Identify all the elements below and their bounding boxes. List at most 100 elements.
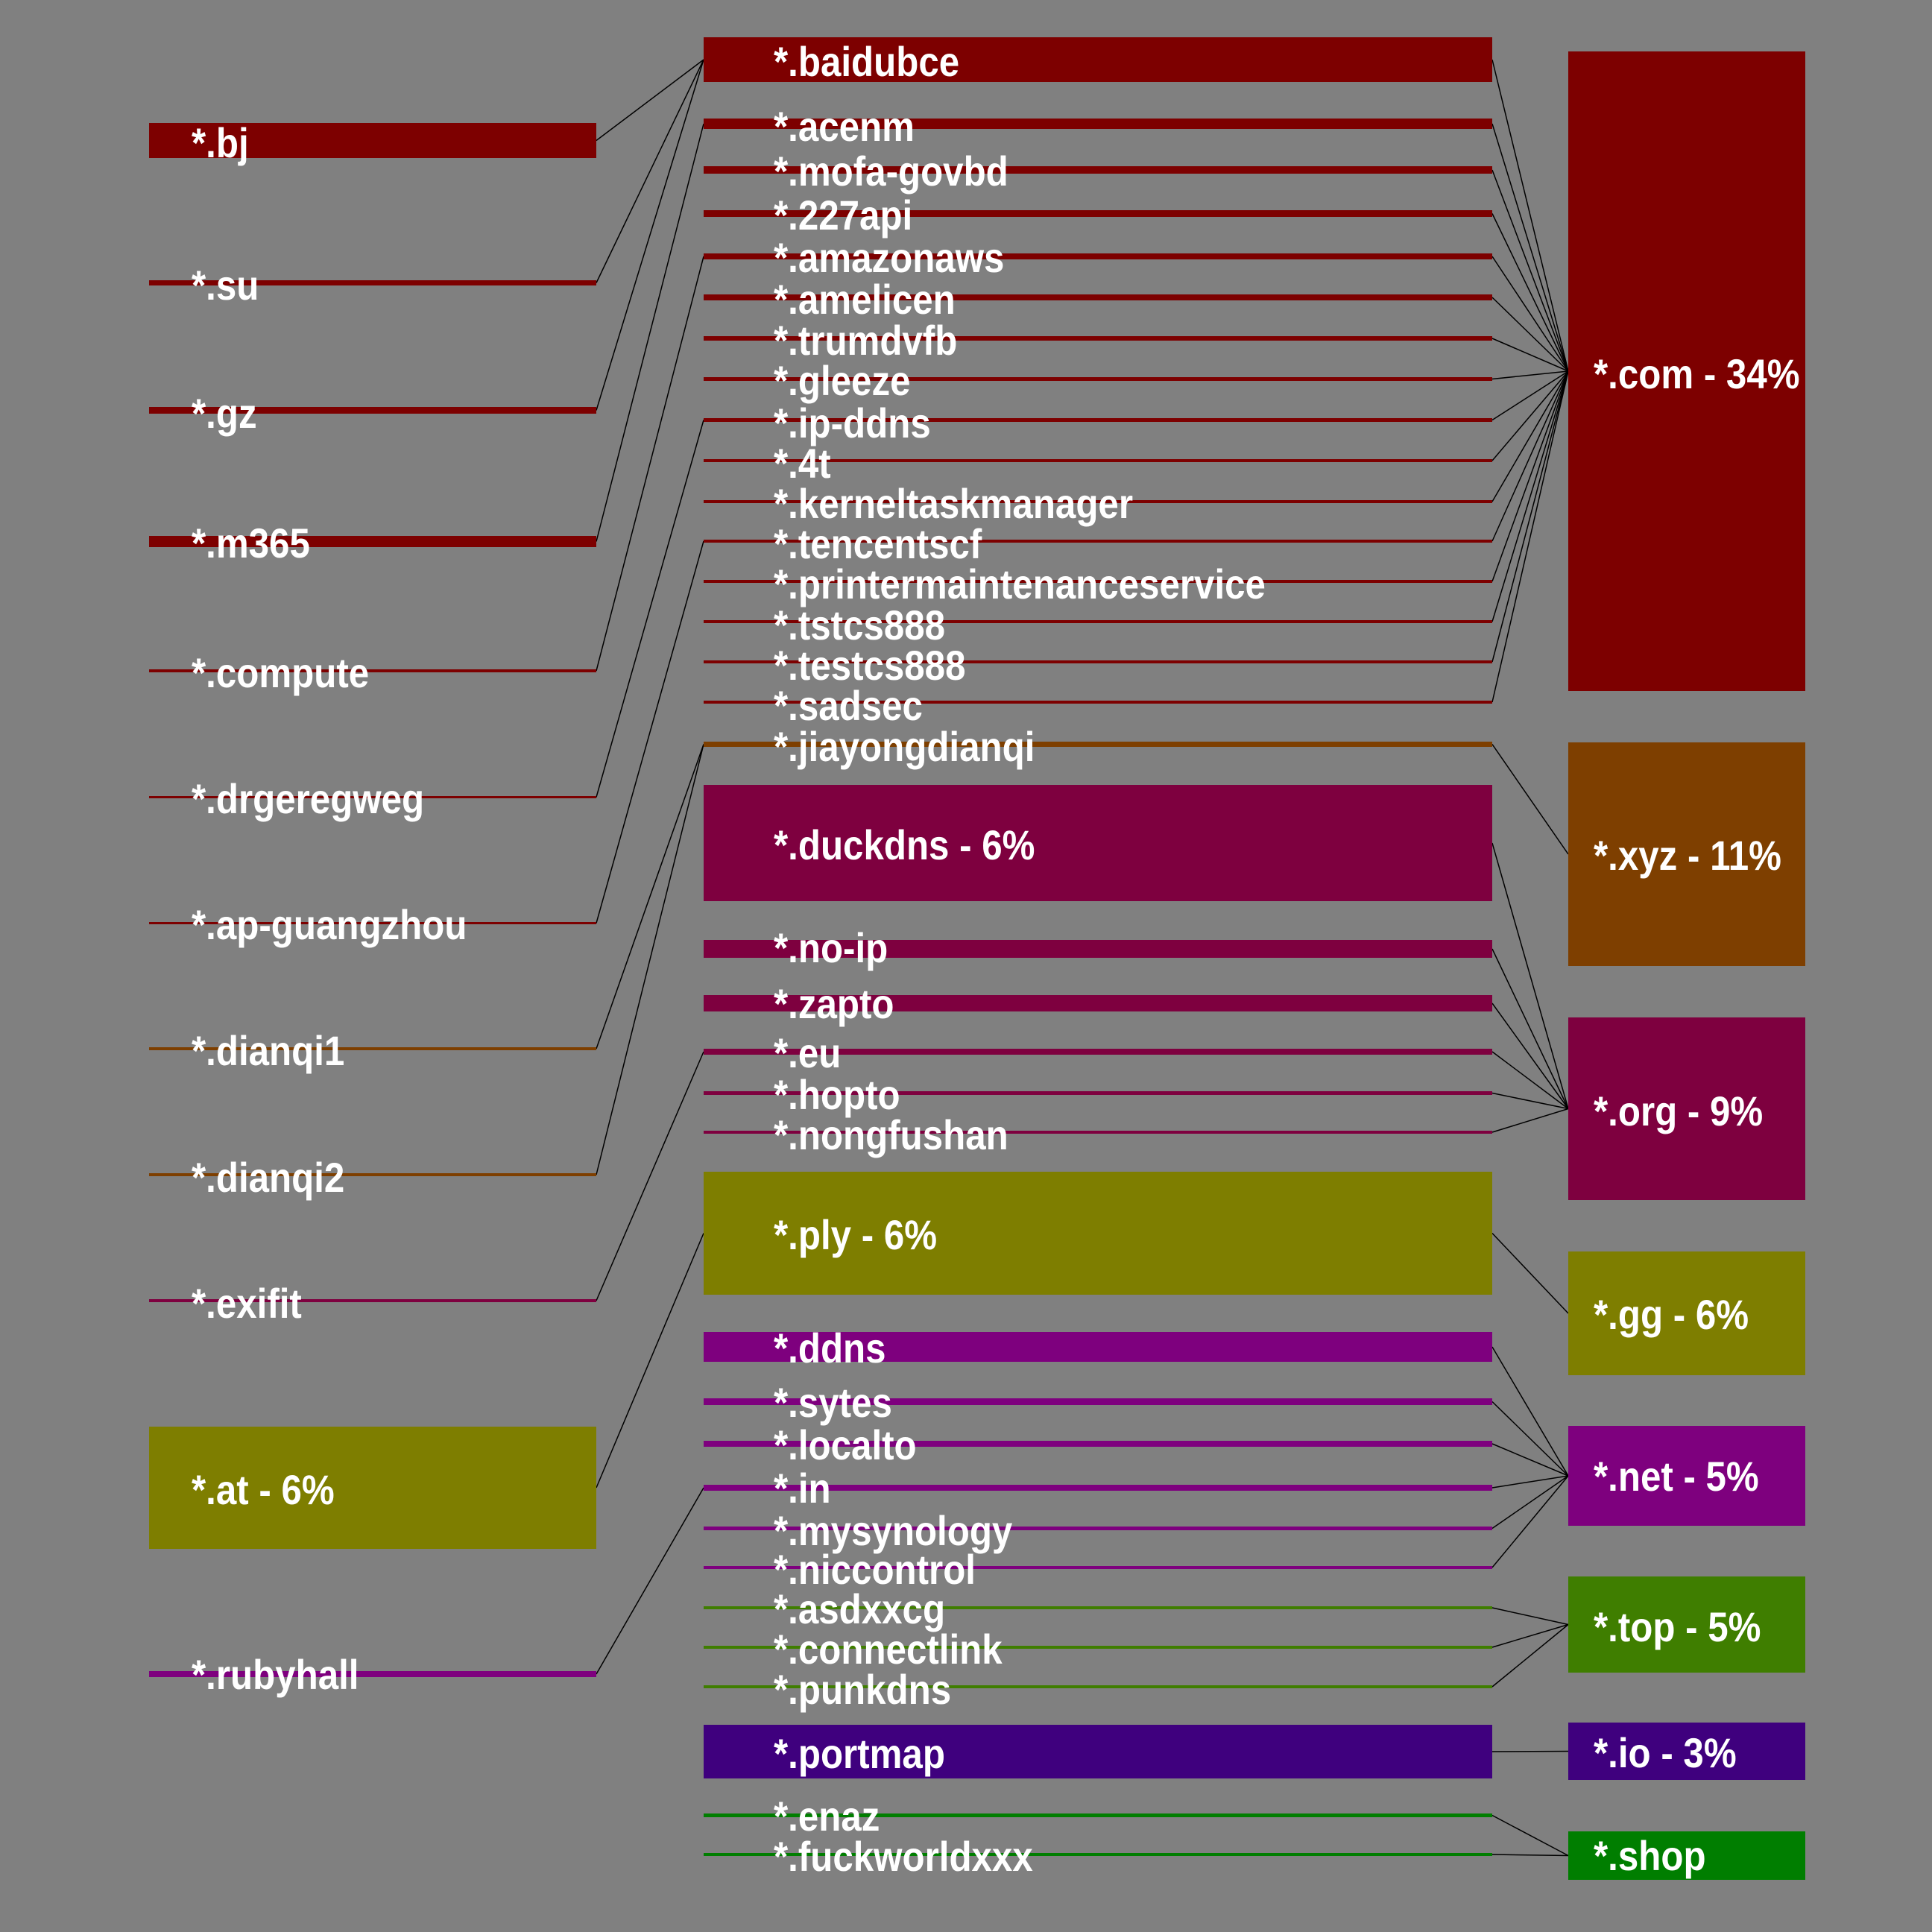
node-bar-xyz	[1568, 742, 1805, 966]
middle-node-fuckworldxxx: *.fuckworldxxx	[704, 1834, 1492, 1881]
node-label-ip-ddns: *.ip-ddns	[774, 400, 931, 447]
left-node-at: *.at - 6%	[149, 1427, 596, 1549]
middle-node-jiayongdianqi: *.jiayongdianqi	[704, 724, 1492, 771]
left-node-dianqi1: *.dianqi1	[149, 1028, 596, 1075]
node-label-compute: *.compute	[192, 650, 369, 697]
link-nongfushan-to-org	[1491, 1108, 1569, 1133]
node-label-bj: *.bj	[192, 120, 249, 167]
link-kerneltaskmanager-to-com	[1491, 370, 1569, 502]
node-bar-su	[149, 280, 596, 285]
left-node-exifit: *.exifit	[149, 1281, 596, 1328]
middle-node-niccontrol: *.niccontrol	[704, 1547, 1492, 1594]
node-label-no-ip: *.no-ip	[774, 925, 888, 972]
middle-node-no-ip: *.no-ip	[704, 925, 1492, 972]
node-label-printermaintenanceservice: *.printermaintenanceservice	[774, 561, 1266, 608]
link-acenm-to-com	[1491, 123, 1569, 372]
middle-node-gleeze: *.gleeze	[704, 358, 1492, 405]
link-drgeregweg-to-ip-ddns	[596, 420, 704, 798]
middle-node-sadsec: *.sadsec	[704, 683, 1492, 730]
node-label-gleeze: *.gleeze	[774, 358, 910, 405]
node-bar-ddns	[704, 1332, 1492, 1362]
middle-node-testcs888: *.testcs888	[704, 643, 1492, 689]
node-bar-com	[1568, 51, 1805, 691]
link-localto-to-net	[1491, 1443, 1569, 1477]
middle-node-zapto: *.zapto	[704, 981, 1492, 1028]
node-bar-zapto	[704, 995, 1492, 1011]
node-label-gg: *.gg - 6%	[1594, 1292, 1749, 1339]
node-bar-m365	[149, 536, 596, 547]
middle-node-kerneltaskmanager: *.kerneltaskmanager	[704, 481, 1492, 528]
left-node-m365: *.m365	[149, 520, 596, 567]
middle-node-trumdvfb: *.trumdvfb	[704, 318, 1492, 364]
node-bar-sadsec	[704, 701, 1492, 704]
link-amazonaws-to-com	[1491, 256, 1569, 372]
node-bar-no-ip	[704, 940, 1492, 958]
link-tencentscf-to-com	[1491, 370, 1569, 542]
middle-node-duckdns: *.duckdns - 6%	[704, 785, 1492, 901]
node-label-mysynology: *.mysynology	[774, 1508, 1013, 1555]
link-hopto-to-org	[1491, 1092, 1569, 1110]
node-label-zapto: *.zapto	[774, 981, 894, 1028]
node-label-net: *.net - 5%	[1594, 1453, 1759, 1500]
middle-node-in: *.in	[704, 1465, 1492, 1512]
middle-node-asdxxcg: *.asdxxcg	[704, 1586, 1492, 1633]
node-bar-in	[704, 1485, 1492, 1491]
node-bar-net	[1568, 1426, 1805, 1526]
link-sadsec-to-com	[1491, 370, 1569, 703]
node-bar-gg	[1568, 1251, 1805, 1375]
node-label-drgeregweg: *.drgeregweg	[192, 776, 424, 823]
node-bar-gleeze	[704, 377, 1492, 381]
middle-node-tstcs888: *.tstcs888	[704, 602, 1492, 649]
middle-node-227api: *.227api	[704, 192, 1492, 239]
node-bar-amelicen	[704, 294, 1492, 300]
node-bar-hopto	[704, 1091, 1492, 1095]
right-node-xyz: *.xyz - 11%	[1568, 742, 1805, 966]
right-node-top: *.top - 5%	[1568, 1576, 1805, 1673]
node-label-baidubce: *.baidubce	[774, 39, 959, 86]
node-label-tstcs888: *.tstcs888	[774, 602, 945, 649]
middle-node-tencentscf: *.tencentscf	[704, 521, 1492, 568]
node-bar-compute	[149, 669, 596, 672]
node-bar-testcs888	[704, 660, 1492, 663]
left-node-drgeregweg: *.drgeregweg	[149, 776, 596, 823]
middle-node-acenm: *.acenm	[704, 104, 1492, 151]
node-bar-duckdns	[704, 785, 1492, 901]
node-bar-bj	[149, 123, 596, 158]
node-bar-ap-guangzhou	[149, 922, 596, 924]
middle-node-ply: *.ply - 6%	[704, 1172, 1492, 1295]
link-gz-to-baidubce	[596, 59, 704, 411]
link-baidubce-to-com	[1491, 59, 1569, 372]
middle-node-amelicen: *.amelicen	[704, 277, 1492, 323]
node-label-at: *.at - 6%	[192, 1467, 335, 1514]
node-bar-exifit	[149, 1299, 596, 1302]
node-label-rubyhall: *.rubyhall	[192, 1652, 359, 1699]
middle-node-ip-ddns: *.ip-ddns	[704, 400, 1492, 447]
link-dianqi2-to-jiayongdianqi	[596, 744, 704, 1175]
node-bar-jiayongdianqi	[704, 742, 1492, 747]
node-label-localto: *.localto	[774, 1422, 917, 1469]
node-label-tencentscf: *.tencentscf	[774, 521, 982, 568]
node-bar-printermaintenanceservice	[704, 580, 1492, 583]
link-exifit-to-eu	[596, 1051, 704, 1301]
middle-node-punkdns: *.punkdns	[704, 1667, 1492, 1714]
node-label-dianqi1: *.dianqi1	[192, 1028, 344, 1075]
node-label-fuckworldxxx: *.fuckworldxxx	[774, 1834, 1033, 1881]
node-bar-fuckworldxxx	[704, 1853, 1492, 1856]
node-label-gz: *.gz	[192, 391, 257, 438]
link-tstcs888-to-com	[1491, 370, 1569, 622]
node-bar-kerneltaskmanager	[704, 500, 1492, 503]
node-label-hopto: *.hopto	[774, 1072, 900, 1119]
node-bar-dianqi2	[149, 1173, 596, 1176]
node-bar-localto	[704, 1441, 1492, 1447]
link-ddns-to-net	[1491, 1346, 1569, 1477]
node-label-xyz: *.xyz - 11%	[1594, 833, 1781, 880]
middle-node-nongfushan: *.nongfushan	[704, 1112, 1492, 1159]
node-label-shop: *.shop	[1594, 1833, 1706, 1880]
right-node-io: *.io - 3%	[1568, 1723, 1805, 1780]
node-label-jiayongdianqi: *.jiayongdianqi	[774, 724, 1035, 771]
link-printermaintenanceservice-to-com	[1491, 370, 1569, 582]
node-bar-niccontrol	[704, 1566, 1492, 1569]
link-sytes-to-net	[1491, 1401, 1569, 1477]
link-duckdns-to-org	[1491, 842, 1569, 1109]
middle-node-4t: *.4t	[704, 441, 1492, 487]
